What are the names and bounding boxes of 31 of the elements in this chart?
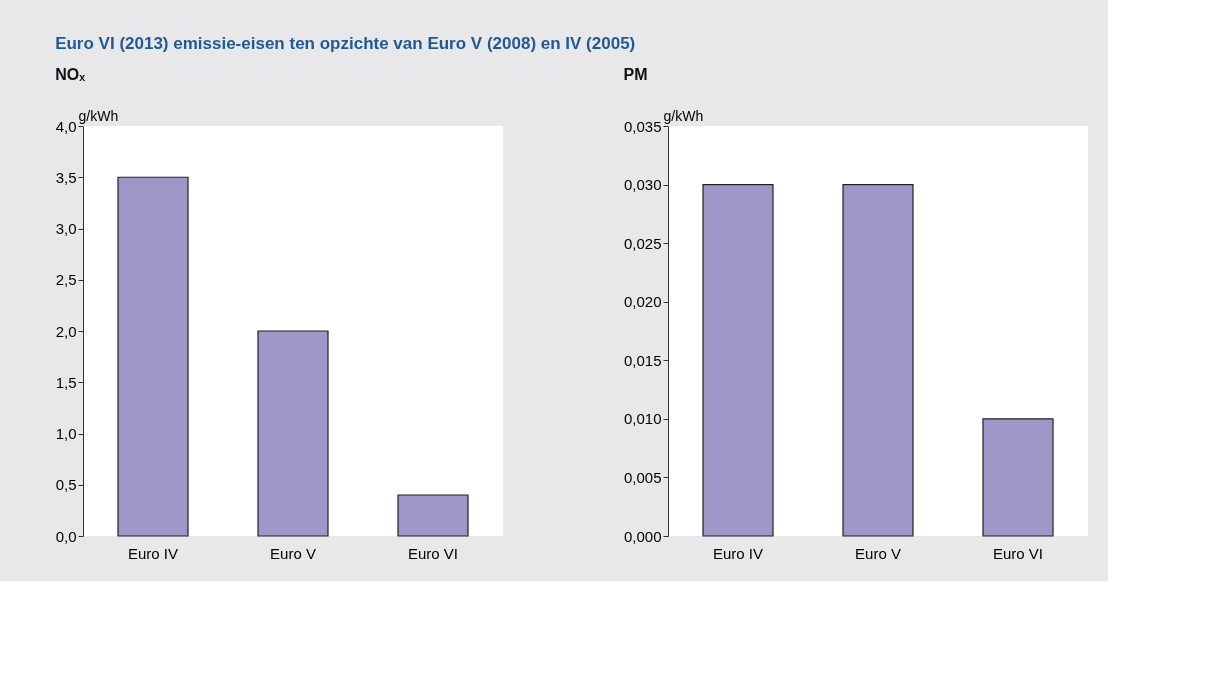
y-tick-label: 0,035 <box>623 117 662 135</box>
x-tick-label: Euro V <box>855 544 901 562</box>
y-tick-label: 0,005 <box>623 468 662 486</box>
y-tick-label: 1,0 <box>55 425 77 442</box>
y-tick-label: 0,015 <box>623 351 662 369</box>
chart-subtitle: NOₓ <box>55 66 86 83</box>
y-tick-label: 0,010 <box>623 410 662 428</box>
chart-title: Euro VI (2013) emissie-eisen ten opzichte van Euro V (2008) en IV (2005) <box>55 34 636 53</box>
x-tick-label: Euro V <box>270 544 316 562</box>
x-tick-label: Euro IV <box>127 544 179 562</box>
y-tick-label: 3,5 <box>55 168 77 186</box>
bar <box>257 330 329 537</box>
y-tick-label: 3,0 <box>55 220 77 237</box>
y-tick-label: 1,5 <box>55 373 77 391</box>
y-tick-label: 2,0 <box>55 322 77 340</box>
y-tick-label: 0,030 <box>623 176 662 194</box>
bar <box>117 176 189 537</box>
y-axis-title: g/kWh <box>78 107 119 124</box>
y-tick-label: 2,5 <box>55 271 77 289</box>
bar <box>397 494 469 537</box>
x-tick-label: Euro VI <box>407 544 459 562</box>
x-tick-label: Euro VI <box>992 544 1044 562</box>
y-tick-label: 4,0 <box>55 117 77 135</box>
y-tick-label: 0,020 <box>623 293 662 311</box>
y-tick-label: 0,000 <box>623 527 662 545</box>
y-tick-label: 0,5 <box>55 476 77 494</box>
y-tick-label: 0,025 <box>623 234 662 252</box>
y-axis-title: g/kWh <box>663 107 704 124</box>
x-tick-label: Euro IV <box>712 544 764 562</box>
y-tick-label: 0,0 <box>55 527 77 545</box>
chart-subtitle: PM <box>623 66 648 83</box>
